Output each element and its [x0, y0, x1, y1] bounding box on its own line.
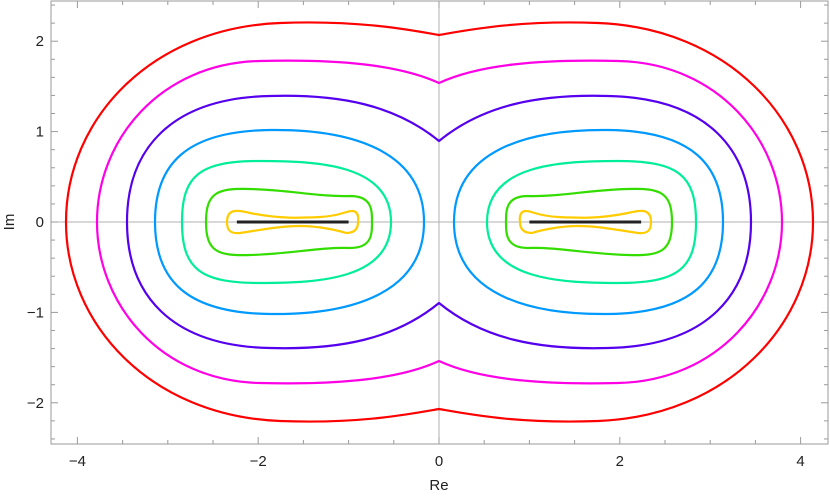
y-tick-label: 1: [36, 124, 44, 141]
x-tick-label: −2: [250, 453, 267, 470]
contour-curve: [64, 21, 815, 423]
y-tick-label: 0: [36, 214, 44, 231]
contour-curve: [452, 128, 725, 316]
x-tick-label: 0: [435, 453, 443, 470]
x-tick-label: −4: [69, 453, 86, 470]
contour-curve: [518, 209, 653, 235]
contour-curve: [504, 187, 674, 257]
y-tick-label: 2: [36, 33, 44, 50]
x-axis-label: Re: [429, 477, 448, 494]
x-tick-label: 4: [796, 453, 804, 470]
x-tick-label: 2: [616, 453, 624, 470]
origin-axes: [51, 1, 828, 444]
contour-curve: [225, 209, 360, 235]
contour-curve: [204, 187, 374, 257]
contour-curve: [95, 59, 784, 385]
y-axis-ticks: −2 −1 0 1 2: [27, 4, 828, 440]
contour-curves: [64, 21, 815, 423]
contour-curve: [125, 94, 753, 350]
contour-curve: [180, 159, 393, 285]
y-axis-label: Im: [1, 214, 18, 231]
y-tick-label: −1: [27, 304, 44, 321]
contour-curve: [153, 128, 426, 316]
y-tick-label: −2: [27, 395, 44, 412]
contour-curve: [485, 159, 698, 285]
x-axis-ticks: −4 −2 0 2 4: [69, 1, 805, 470]
